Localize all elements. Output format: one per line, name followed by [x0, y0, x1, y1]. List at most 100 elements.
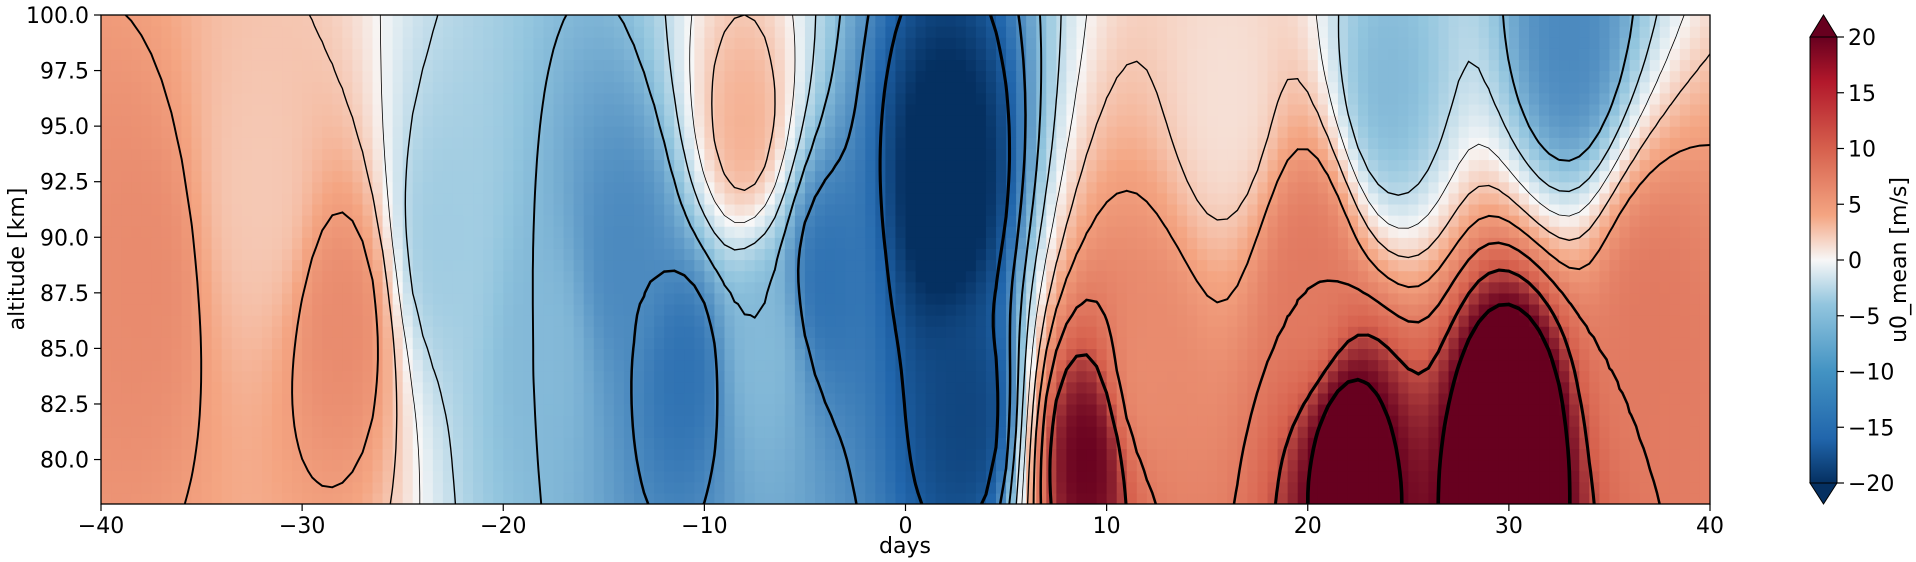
heat-cell — [794, 348, 806, 361]
heat-cell — [1528, 370, 1540, 383]
heat-cell — [985, 359, 997, 372]
heat-cell — [181, 303, 193, 316]
heat-cell — [955, 415, 967, 427]
heat-cell — [1378, 192, 1389, 205]
heat-cell — [251, 259, 263, 272]
heat-cell — [121, 315, 132, 327]
heat-cell — [684, 492, 695, 504]
heat-cell — [684, 292, 695, 305]
heat-cell — [372, 248, 384, 261]
heat-cell — [674, 392, 685, 405]
heat-cell — [1026, 448, 1037, 461]
heat-cell — [744, 203, 756, 216]
heat-cell — [935, 192, 947, 205]
heat-cell — [593, 226, 605, 238]
heat-cell — [151, 248, 162, 261]
heat-cell — [1257, 459, 1269, 472]
heat-cell — [1146, 248, 1158, 261]
heat-cell — [925, 248, 937, 261]
heat-cell — [674, 470, 685, 483]
heat-cell — [1227, 170, 1238, 183]
heat-cell — [905, 170, 917, 183]
heat-cell — [1237, 370, 1249, 383]
heat-cell — [1669, 237, 1681, 249]
heat-cell — [1569, 181, 1580, 194]
heat-cell — [845, 203, 856, 216]
heat-cell — [543, 226, 555, 238]
heat-cell — [452, 348, 464, 361]
heat-cell — [1518, 215, 1530, 227]
heat-cell — [231, 481, 243, 494]
heat-cell — [1669, 459, 1681, 472]
heat-cell — [1408, 337, 1419, 350]
heat-cell — [734, 392, 746, 405]
heat-cell — [714, 348, 726, 361]
heat-cell — [724, 381, 736, 394]
heat-cell — [955, 326, 967, 338]
heat-cell — [1177, 437, 1188, 450]
heat-cell — [915, 303, 927, 316]
heat-cell — [292, 481, 303, 494]
heat-cell — [1257, 337, 1269, 350]
heat-cell — [1539, 270, 1550, 283]
heat-cell — [251, 192, 263, 205]
heat-cell — [523, 237, 535, 249]
heat-cell — [191, 337, 203, 350]
heat-cell — [1428, 215, 1440, 227]
heat-cell — [1106, 303, 1118, 316]
heat-cell — [1066, 181, 1078, 194]
heat-cell — [845, 392, 856, 405]
heat-cell — [1498, 181, 1510, 194]
heat-cell — [1629, 270, 1641, 283]
heat-cell — [1237, 403, 1249, 416]
heat-cell — [593, 381, 605, 394]
heat-cell — [1166, 370, 1178, 383]
heat-cell — [1277, 237, 1289, 249]
heat-cell — [221, 403, 233, 416]
heat-cell — [543, 448, 555, 461]
heat-cell — [1086, 215, 1098, 227]
heat-cell — [1036, 337, 1047, 350]
heat-cell — [392, 248, 404, 261]
heat-cell — [181, 215, 193, 227]
heat-cell — [1619, 359, 1631, 372]
heat-cell — [101, 259, 112, 272]
heat-cell — [1066, 226, 1078, 238]
heat-cell — [835, 403, 846, 416]
heat-cell — [664, 481, 675, 494]
heat-cell — [513, 292, 524, 305]
heat-cell — [1418, 337, 1430, 350]
heat-cell — [312, 159, 323, 172]
heat-cell — [392, 292, 404, 305]
heat-cell — [1166, 348, 1178, 361]
heat-cell — [1408, 292, 1419, 305]
heat-cell — [1669, 315, 1681, 327]
heat-cell — [1609, 292, 1621, 305]
heat-cell — [1498, 203, 1510, 216]
heat-cell — [1146, 403, 1158, 416]
heat-cell — [181, 470, 193, 483]
heat-cell — [563, 215, 575, 227]
heat-cell — [1659, 415, 1671, 427]
heat-cell — [664, 470, 675, 483]
heat-cell — [412, 392, 424, 405]
heat-cell — [1106, 159, 1118, 172]
heat-cell — [1136, 203, 1148, 216]
heat-cell — [1609, 237, 1621, 249]
heat-cell — [131, 259, 142, 272]
heat-cell — [945, 226, 957, 238]
heat-cell — [825, 281, 836, 294]
heat-cell — [332, 259, 343, 272]
heat-cell — [1539, 415, 1550, 427]
heat-cell — [975, 370, 987, 383]
heat-cell — [1539, 359, 1550, 372]
heat-cell — [895, 237, 907, 249]
heat-cell — [352, 303, 364, 316]
heat-cell — [442, 415, 454, 427]
heat-cell — [1187, 348, 1198, 361]
heat-cell — [885, 226, 897, 238]
heat-cell — [332, 481, 343, 494]
heat-cell — [463, 259, 474, 272]
heat-cell — [422, 481, 434, 494]
heat-cell — [1307, 159, 1319, 172]
